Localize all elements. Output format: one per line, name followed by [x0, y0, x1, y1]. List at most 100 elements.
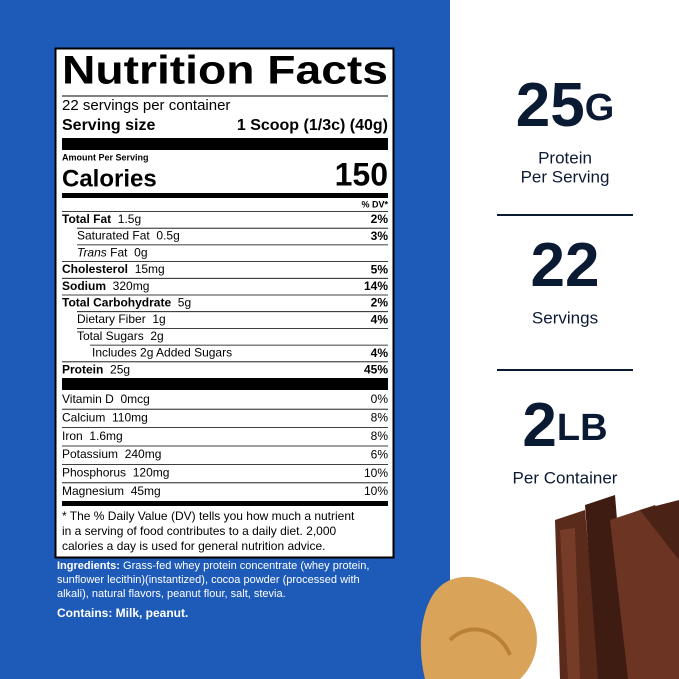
stat-label: Protein: [538, 148, 592, 167]
vitamin-amount: 45mg: [131, 484, 161, 498]
nutrient-amount: 5g: [178, 296, 191, 310]
nutrient-name: Sodium: [62, 279, 106, 293]
nutrient-name: Saturated Fat: [77, 229, 150, 243]
nutrient-amount: 2g: [150, 329, 163, 343]
nutrient-row: Cholesterol 15mg: [62, 262, 165, 276]
nutrient-dv: 45%: [364, 362, 388, 376]
servings: 22 servings per container: [62, 97, 230, 114]
calories: 150: [335, 156, 388, 192]
nutrient-dv: 14%: [364, 279, 388, 293]
label-box: [54, 47, 395, 559]
ingredients-label: Ingredients:: [57, 560, 120, 572]
stat-unit: G: [585, 87, 615, 129]
nutrient-dv: 3%: [371, 229, 389, 243]
vitamin-dv: 6%: [371, 447, 389, 461]
vitamin-dv: 0%: [371, 392, 389, 406]
stat-label: Servings: [532, 308, 598, 327]
nutrient-name: Fat: [110, 246, 128, 260]
ingredients-text: Grass-fed whey protein concentrate (whey…: [123, 560, 369, 572]
vitamin-dv: 8%: [371, 411, 389, 425]
vitamin-dv: 8%: [371, 429, 389, 443]
nutrient-dv: 5%: [371, 262, 389, 276]
vitamin-amount: 1.6mg: [89, 429, 122, 443]
nutrient-name: Includes 2g Added Sugars: [92, 346, 232, 360]
nutrient-row: Dietary Fiber 1g: [77, 312, 166, 326]
medium-rule: [62, 501, 388, 506]
ingredients-line: Ingredients: Grass-fed whey protein conc…: [57, 560, 369, 572]
dv-header: % DV*: [361, 199, 388, 209]
vitamin-row: Magnesium 45mg: [62, 484, 161, 498]
vitamin-row: Potassium 240mg: [62, 447, 161, 461]
vitamin-name: Vitamin D: [62, 392, 114, 406]
nutrient-amount: 0g: [134, 246, 147, 260]
nutrient-row: Total Carbohydrate 5g: [62, 296, 191, 310]
thick-rule: [62, 378, 388, 390]
contains: Contains: Milk, peanut.: [57, 606, 188, 620]
label-title: Nutrition Facts: [62, 49, 388, 93]
nutrient-amount: 320mg: [113, 279, 150, 293]
chocolate-image: [420, 495, 679, 679]
ingredients-text: alkali), natural flavors, peanut flour, …: [57, 588, 286, 600]
nutrient-dv: 2%: [371, 212, 389, 226]
stat-number: 22: [531, 231, 600, 300]
stat-number: 2: [522, 391, 556, 460]
vitamin-name: Iron: [62, 429, 83, 443]
nutrient-name: Total Fat: [62, 212, 111, 226]
ingredients-line: sunflower lecithin)(instantized), cocoa …: [57, 574, 360, 586]
vitamin-row: Vitamin D 0mcg: [62, 392, 150, 406]
vitamin-row: Phosphorus 120mg: [62, 466, 169, 480]
nutrient-row: Protein 25g: [62, 362, 130, 376]
vitamin-amount: 120mg: [133, 466, 170, 480]
nutrient-name: Dietary Fiber: [77, 312, 146, 326]
nutrient-dv: 4%: [371, 346, 389, 360]
footnote: calories a day is used for general nutri…: [62, 539, 325, 553]
nutrient-row: Saturated Fat 0.5g: [77, 229, 180, 243]
nutrient-italic: Trans: [77, 246, 107, 260]
nutrient-amount: 15mg: [135, 262, 165, 276]
nutrient-dv: 4%: [371, 312, 389, 326]
stat-value: 25G: [516, 71, 615, 140]
footnote: in a serving of food contributes to a da…: [62, 524, 336, 538]
nutrient-row: Total Fat 1.5g: [62, 212, 141, 226]
vitamin-row: Iron 1.6mg: [62, 429, 123, 443]
nutrient-amount: 1g: [152, 312, 165, 326]
thick-rule: [62, 138, 388, 150]
ingredients-line: alkali), natural flavors, peanut flour, …: [57, 588, 286, 600]
serving-size-label: Serving size: [62, 117, 155, 134]
nutrient-name: Protein: [62, 362, 103, 376]
nutrient-name: Total Carbohydrate: [62, 296, 171, 310]
vitamin-name: Potassium: [62, 447, 118, 461]
vitamin-amount: 240mg: [125, 447, 162, 461]
nutrient-name: Total Sugars: [77, 329, 144, 343]
medium-rule: [62, 193, 388, 198]
stat-number: 25: [516, 71, 585, 140]
nutrient-row: Trans Fat 0g: [77, 246, 148, 260]
nutrient-amount: 0.5g: [156, 229, 179, 243]
nutrient-amount: 25g: [110, 362, 130, 376]
nutrient-row: Sodium 320mg: [62, 279, 149, 293]
vitamin-name: Magnesium: [62, 484, 124, 498]
nutrient-amount: 1.5g: [118, 212, 141, 226]
vitamin-name: Phosphorus: [62, 466, 126, 480]
serving-size: 1 Scoop (1/3c) (40g): [237, 117, 388, 134]
nutrient-row: Includes 2g Added Sugars: [92, 346, 232, 360]
vitamin-dv: 10%: [364, 484, 388, 498]
vitamin-amount: 0mcg: [120, 392, 149, 406]
ingredients-text: sunflower lecithin)(instantized), cocoa …: [57, 574, 360, 586]
vitamin-amount: 110mg: [112, 411, 148, 425]
stat-value: 22: [531, 231, 600, 300]
amount-per-serving: Amount Per Serving: [62, 152, 149, 162]
nutrient-row: Total Sugars 2g: [77, 329, 164, 343]
vitamin-row: Calcium 110mg: [62, 411, 148, 425]
stat-label: Per Serving: [521, 167, 610, 186]
calories-label: Calories: [62, 165, 157, 192]
stat-label: Per Container: [513, 468, 618, 487]
stat-unit: LB: [557, 407, 608, 449]
vitamin-name: Calcium: [62, 411, 105, 425]
footnote: * The % Daily Value (DV) tells you how m…: [62, 509, 355, 523]
nutrient-dv: 2%: [371, 296, 389, 310]
stat-value: 2LB: [522, 391, 607, 460]
vitamin-dv: 10%: [364, 466, 388, 480]
nutrient-name: Cholesterol: [62, 262, 128, 276]
